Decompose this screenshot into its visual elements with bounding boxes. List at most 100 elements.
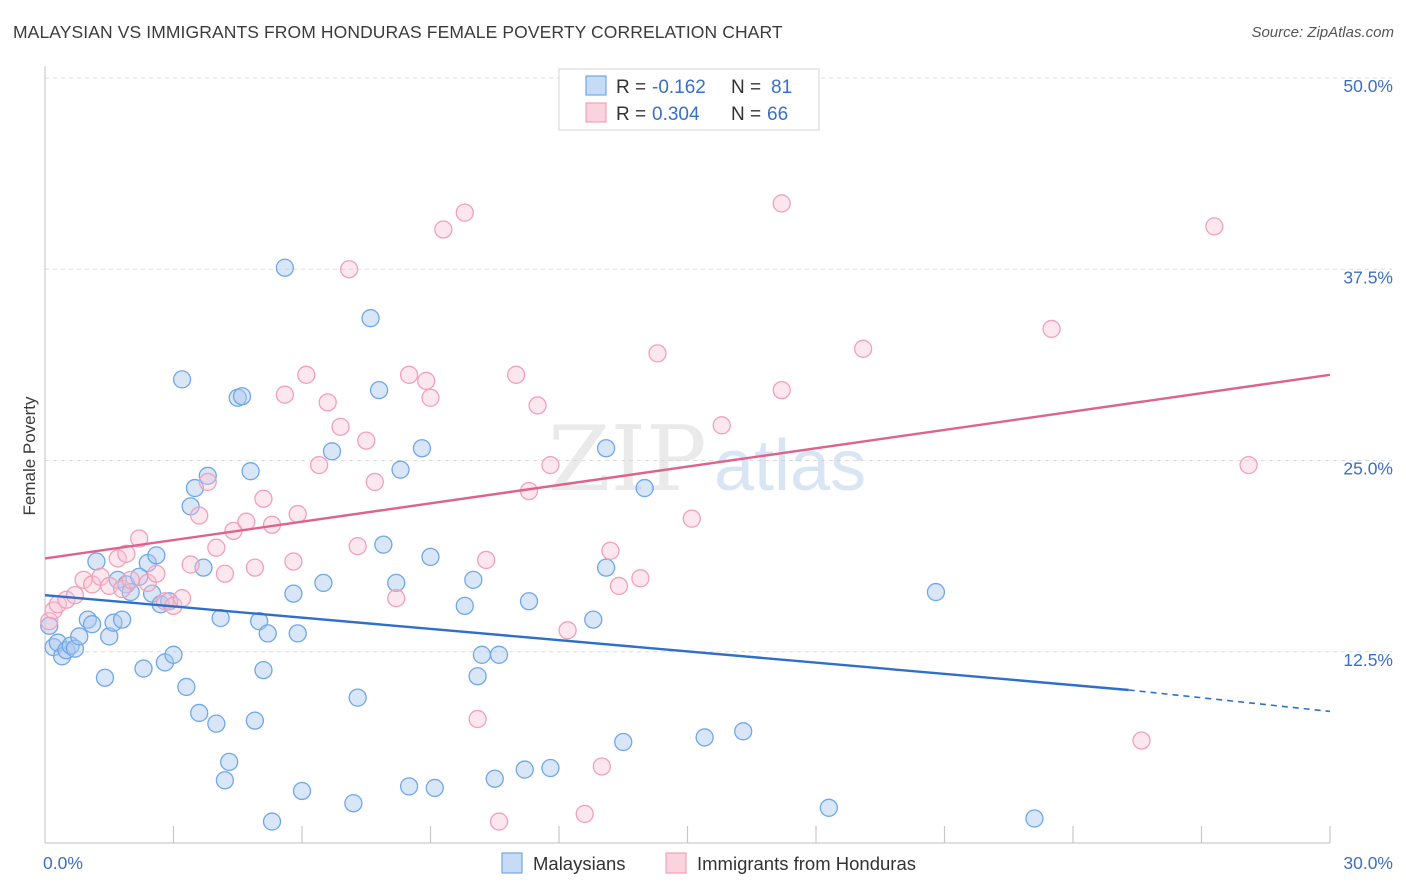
malaysian-point <box>314 573 333 593</box>
legend-n-label-1: N = <box>731 77 761 98</box>
x-tick-label-max: 30.0% <box>1343 853 1393 873</box>
malaysian-point <box>87 552 106 571</box>
honduras-point <box>631 569 650 588</box>
watermark-atlas: atlas <box>714 426 866 506</box>
malaysian-point <box>70 627 89 646</box>
honduras-point <box>65 585 85 605</box>
malaysian-point <box>1025 809 1044 828</box>
malaysian-point <box>819 798 838 817</box>
honduras-point <box>117 544 136 563</box>
honduras-point <box>853 339 873 358</box>
series-label-honduras: Immigrants from Honduras <box>697 853 916 874</box>
series-label-malaysians: Malaysians <box>533 853 626 874</box>
x-tick-label-min: 0.0% <box>43 853 83 873</box>
malaysian-point <box>100 627 119 646</box>
malaysian-point <box>361 309 380 328</box>
trend-lines <box>44 373 1331 713</box>
chart-title: MALAYSIAN VS IMMIGRANTS FROM HONDURAS FE… <box>13 22 783 42</box>
malaysian-point <box>584 610 603 629</box>
malaysian-point <box>485 769 504 788</box>
honduras-point <box>207 538 226 557</box>
honduras-point <box>309 455 329 475</box>
honduras-point <box>40 612 59 631</box>
y-tick-label: 37.5% <box>1343 267 1393 287</box>
honduras-point <box>455 203 474 222</box>
malaysians-trend-extension <box>1128 689 1331 713</box>
honduras-point <box>1042 319 1061 339</box>
malaysian-point <box>489 645 509 664</box>
watermark-zip: ZIP <box>548 407 707 512</box>
honduras-point <box>318 393 337 412</box>
honduras-point <box>682 509 701 528</box>
honduras-point <box>147 564 166 583</box>
malaysian-point <box>541 758 560 778</box>
malaysian-point <box>164 645 183 664</box>
honduras-point <box>772 380 791 400</box>
source-label: Source: ZipAtlas.com <box>1251 24 1394 41</box>
honduras-point <box>254 489 273 508</box>
malaysian-point <box>596 558 616 577</box>
malaysian-point <box>734 722 753 741</box>
malaysian-point <box>172 370 192 389</box>
malaysian-point <box>198 466 217 485</box>
legend-n-value-2: 66 <box>767 104 788 125</box>
malaysian-point <box>519 592 539 611</box>
y-tick-label: 25.0% <box>1343 459 1393 479</box>
legend-swatch-blue <box>585 75 607 96</box>
honduras-point <box>331 417 350 436</box>
malaysian-point <box>288 624 307 643</box>
honduras-point <box>417 371 436 391</box>
malaysian-point <box>177 677 196 697</box>
malaysian-point <box>635 478 654 498</box>
honduras-point <box>468 709 487 729</box>
legend-r-label-2: R = <box>616 104 646 125</box>
honduras-point <box>489 812 509 831</box>
y-tick-label: 50.0% <box>1343 76 1393 96</box>
malaysian-point <box>387 573 406 593</box>
honduras-point <box>215 564 235 583</box>
series-swatch-honduras <box>665 852 687 874</box>
malaysian-point <box>292 781 312 801</box>
honduras-point <box>297 365 316 384</box>
malaysian-point <box>926 582 946 602</box>
honduras-point <box>121 570 140 589</box>
y-axis-label: Female Poverty <box>20 396 39 516</box>
malaysian-point <box>464 570 483 589</box>
legend-r-value-2: 0.304 <box>652 104 700 125</box>
honduras-point <box>507 365 526 384</box>
series-legend: Malaysians Immigrants from Honduras <box>501 852 916 874</box>
malaysian-point <box>399 777 419 796</box>
honduras-point <box>74 570 93 589</box>
malaysian-point <box>695 728 714 747</box>
legend-n-label-2: N = <box>731 104 761 125</box>
malaysian-point <box>374 535 393 554</box>
grid-lines <box>45 77 1392 653</box>
honduras-point <box>1205 217 1224 236</box>
legend-swatch-pink <box>585 102 607 123</box>
honduras-point <box>575 804 594 824</box>
honduras-point <box>541 455 560 475</box>
x-axis-ticks <box>172 826 1331 843</box>
malaysian-point <box>515 760 534 779</box>
legend-r-label-1: R = <box>616 77 646 98</box>
honduras-point <box>434 220 453 239</box>
malaysian-point <box>275 258 295 277</box>
malaysian-point <box>258 624 277 643</box>
malaysian-point <box>232 387 252 406</box>
malaysian-point <box>369 380 389 400</box>
series-swatch-malaysians <box>501 852 523 874</box>
honduras-point <box>284 552 303 571</box>
malaysians-trend-line <box>44 593 1129 692</box>
malaysian-point <box>412 439 432 458</box>
honduras-point <box>712 416 731 435</box>
honduras-point <box>357 431 376 450</box>
correlation-legend: R = -0.162 N = 81 R = 0.304 N = 66 <box>558 68 820 131</box>
malaysian-point <box>262 812 282 831</box>
malaysian-point <box>112 610 132 629</box>
malaysian-point <box>147 546 166 565</box>
honduras-point <box>772 194 791 213</box>
honduras-point <box>558 621 577 640</box>
honduras-point <box>592 757 611 776</box>
malaysian-point <box>322 442 342 461</box>
malaysian-point <box>344 794 363 813</box>
